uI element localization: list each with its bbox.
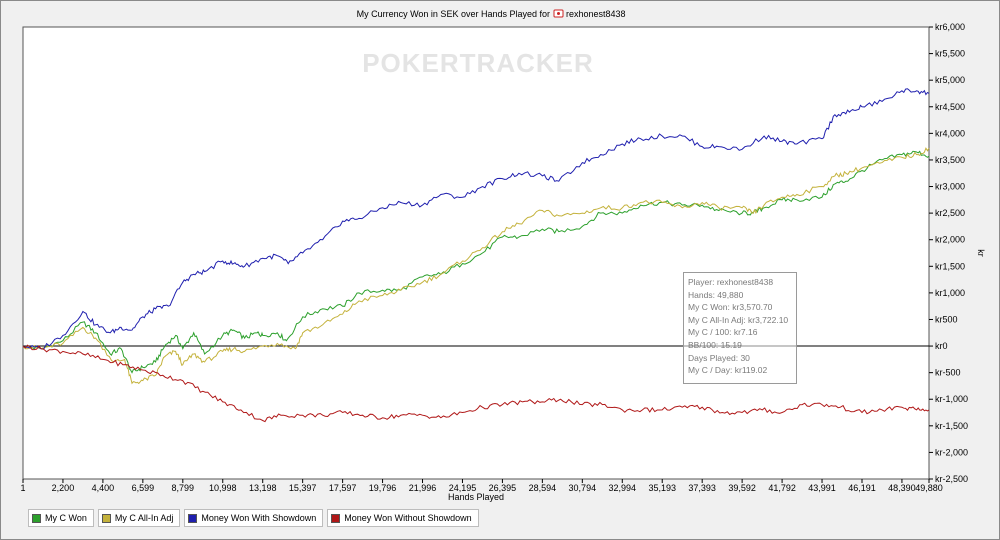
x-tick-label: 32,994 bbox=[609, 483, 637, 493]
y-tick-label: kr2,000 bbox=[935, 235, 965, 245]
x-tick-label: 26,395 bbox=[489, 483, 517, 493]
y-tick-label: kr-1,000 bbox=[935, 394, 968, 404]
y-tick-label: kr-1,500 bbox=[935, 421, 968, 431]
y-tick-label: kr3,000 bbox=[935, 182, 965, 192]
series-line-money-won-with-showdown bbox=[22, 88, 930, 350]
x-tick-label: 13,198 bbox=[249, 483, 277, 493]
x-tick-label: 21,996 bbox=[409, 483, 437, 493]
tooltip-bb-per-100: BB/100: 15.19 bbox=[688, 339, 742, 350]
x-tick-label: 41,792 bbox=[768, 483, 796, 493]
y-tick-label: kr5,500 bbox=[935, 49, 965, 59]
y-tick-label: kr4,500 bbox=[935, 102, 965, 112]
x-tick-label: 19,796 bbox=[369, 483, 397, 493]
y-axis: kr6,000 kr5,500 kr5,000 kr4,500 kr4,000 kr3,5… bbox=[929, 22, 968, 484]
x-tick-label: 30,794 bbox=[569, 483, 597, 493]
tooltip-days-played: Days Played: 30 bbox=[688, 352, 750, 363]
tooltip-allin-adj: My C All-In Adj: kr3,722.10 bbox=[688, 314, 789, 325]
y-tick-label: kr-2,000 bbox=[935, 447, 968, 457]
legend-label-c-won: My C Won bbox=[45, 513, 87, 523]
x-tick-label: 39,592 bbox=[728, 483, 756, 493]
y-tick-label: kr500 bbox=[935, 314, 958, 324]
x-tick-label: 8,799 bbox=[172, 483, 195, 493]
legend-label-allin-adj: My C All-In Adj bbox=[114, 513, 174, 523]
y-tick-label: kr5,000 bbox=[935, 75, 965, 85]
x-tick-label: 43,991 bbox=[808, 483, 836, 493]
watermark: POKERTRACKER bbox=[362, 48, 594, 78]
legend-swatch-allin-adj bbox=[101, 513, 111, 523]
legend-label-no-showdown: Money Won Without Showdown bbox=[344, 513, 472, 523]
y-tick-label: kr3,500 bbox=[935, 155, 965, 165]
y-tick-label: kr0 bbox=[935, 341, 948, 351]
x-tick-label: 17,597 bbox=[329, 483, 357, 493]
stats-tooltip: Player: rexhonest8438 Hands: 49,880 My C… bbox=[683, 272, 797, 384]
x-tick-label: 48,390 bbox=[888, 483, 916, 493]
y-tick-label: kr-2,500 bbox=[935, 474, 968, 484]
x-tick-label: 6,599 bbox=[132, 483, 155, 493]
x-tick-label: 28,594 bbox=[529, 483, 557, 493]
x-tick-label: 35,193 bbox=[648, 483, 676, 493]
x-tick-label: 49,880 bbox=[915, 483, 943, 493]
legend-swatch-showdown bbox=[188, 513, 198, 523]
legend-swatch-no-showdown bbox=[331, 513, 341, 523]
tooltip-c-per-day: My C / Day: kr119.02 bbox=[688, 365, 768, 376]
chart-player-name: rexhonest8438 bbox=[566, 9, 626, 19]
tooltip-c-per-100: My C / 100: kr7.16 bbox=[688, 327, 758, 338]
series-layer bbox=[22, 88, 930, 423]
y-tick-label: kr4,000 bbox=[935, 128, 965, 138]
chart-title: My Currency Won in SEK over Hands Played… bbox=[357, 9, 550, 19]
x-axis: 1 2,200 4,400 6,599 8,799 10,998 13,198 15,397 1… bbox=[20, 479, 943, 493]
series-line-my-c-won bbox=[22, 150, 930, 374]
legend-item-showdown[interactable]: Money Won With Showdown bbox=[184, 509, 324, 527]
legend-item-no-showdown[interactable]: Money Won Without Showdown bbox=[327, 509, 479, 527]
tooltip-hands: Hands: 49,880 bbox=[688, 289, 744, 300]
legend-item-c-won[interactable]: My C Won bbox=[28, 509, 94, 527]
y-tick-label: kr2,500 bbox=[935, 208, 965, 218]
player-icon bbox=[553, 9, 564, 18]
tooltip-c-won: My C Won: kr3,570.70 bbox=[688, 302, 773, 313]
x-tick-label: 4,400 bbox=[92, 483, 115, 493]
legend-swatch-c-won bbox=[32, 513, 41, 523]
x-tick-label: 15,397 bbox=[289, 483, 317, 493]
x-tick-label: 2,200 bbox=[52, 483, 75, 493]
y-tick-label: kr-500 bbox=[935, 368, 961, 378]
x-tick-label: 1 bbox=[20, 483, 25, 493]
y-tick-label: kr1,500 bbox=[935, 261, 965, 271]
legend: My C Won My C All-In Adj Money Won With … bbox=[28, 509, 483, 527]
y-tick-label: kr6,000 bbox=[935, 22, 965, 32]
x-tick-label: 46,191 bbox=[848, 483, 876, 493]
y-tick-label: kr1,000 bbox=[935, 288, 965, 298]
x-tick-label: 24,195 bbox=[449, 483, 477, 493]
x-axis-title: Hands Played bbox=[448, 492, 504, 502]
plot-area bbox=[22, 26, 930, 480]
x-tick-label: 37,393 bbox=[688, 483, 716, 493]
tooltip-player: Player: rexhonest8438 bbox=[688, 277, 774, 287]
legend-item-allin-adj[interactable]: My C All-In Adj bbox=[97, 509, 181, 527]
series-line-money-won-without-showdown bbox=[22, 344, 930, 423]
y-axis-title: kr bbox=[976, 249, 986, 257]
legend-label-showdown: Money Won With Showdown bbox=[201, 513, 317, 523]
x-tick-label: 10,998 bbox=[209, 483, 237, 493]
